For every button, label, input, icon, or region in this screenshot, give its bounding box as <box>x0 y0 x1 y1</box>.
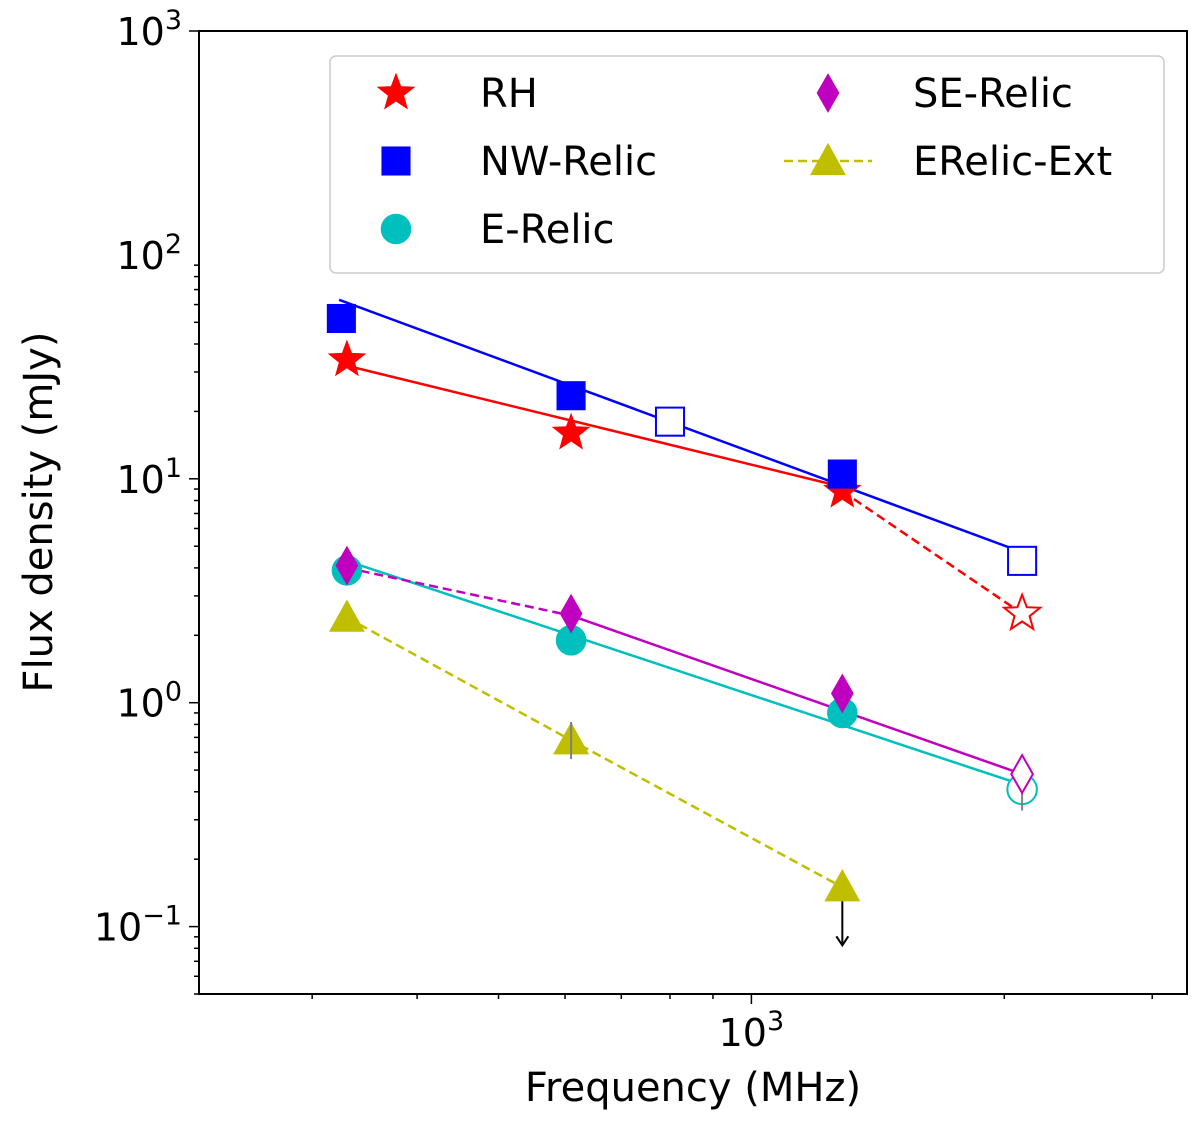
legend-marker-se-relic <box>816 73 840 113</box>
data-point-nw-relic-5 <box>1007 545 1038 576</box>
data-point-erelic-ext-3 <box>824 869 861 902</box>
upper-limit-arrowhead-erelic-ext <box>835 935 850 948</box>
y-tick-label: 102 <box>116 229 182 278</box>
legend-box <box>329 55 1165 274</box>
data-point-rh-1 <box>327 339 367 377</box>
legend-label-se-relic: SE-Relic <box>913 71 1073 117</box>
data-point-nw-relic-4 <box>827 459 857 489</box>
dashed-line-erelic-ext <box>346 616 843 889</box>
y-axis-label: Flux density (mJy) <box>16 332 62 693</box>
data-point-se-relic-4 <box>1010 753 1035 795</box>
legend: RH NW-Relic E-Relic SE-Relic ERelic-Ext <box>329 55 1165 274</box>
legend-marker-erelic-ext <box>810 142 846 176</box>
legend-marker-rh <box>376 72 416 110</box>
legend-label-rh: RH <box>480 71 538 117</box>
y-tick-label: 103 <box>116 5 182 54</box>
fit-line-rh <box>346 364 843 489</box>
data-point-erelic-ext-1 <box>328 599 365 632</box>
legend-marker-e-relic <box>380 213 412 245</box>
y-tick-label: 101 <box>116 453 182 502</box>
data-point-rh-2 <box>551 412 591 450</box>
legend-label-erelic-ext: ERelic-Ext <box>913 139 1112 185</box>
data-point-rh-4 <box>1001 591 1043 632</box>
data-point-nw-relic-2 <box>556 381 586 411</box>
plot-layer <box>326 298 1043 948</box>
y-tick-label: 10−1 <box>94 901 182 950</box>
data-point-se-relic-3 <box>830 673 854 714</box>
fit-line-se-relic <box>570 614 1023 776</box>
x-axis-label: Frequency (MHz) <box>525 1065 861 1111</box>
x-tick-label: 103 <box>719 1006 785 1055</box>
dashed-line-rh <box>841 490 1023 615</box>
plot-frame <box>198 30 1188 995</box>
y-tick-label: 100 <box>116 677 182 726</box>
fit-line-e-relic <box>346 559 1023 786</box>
dashed-line-se-relic <box>346 566 572 617</box>
data-point-nw-relic-3 <box>654 406 686 437</box>
data-point-se-relic-2 <box>559 593 583 634</box>
legend-label-nw-relic: NW-Relic <box>480 139 657 185</box>
legend-label-e-relic: E-Relic <box>480 207 615 253</box>
ticks-layer: 103 102 101 100 10−1 103 <box>94 5 1153 1055</box>
data-point-se-relic-1 <box>335 545 359 586</box>
legend-marker-nw-relic <box>381 146 411 176</box>
data-point-nw-relic-1 <box>326 303 356 334</box>
